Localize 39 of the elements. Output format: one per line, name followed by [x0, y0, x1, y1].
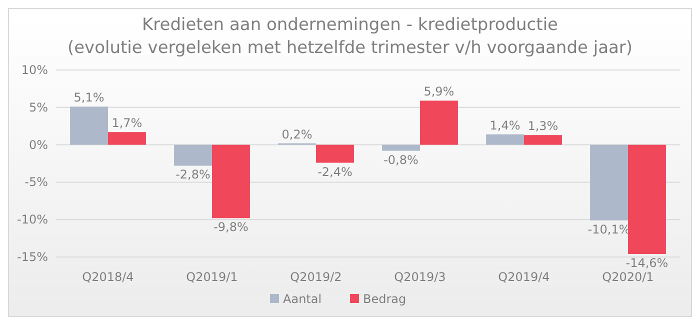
chart-subtitle: (evolutie vergeleken met hetzelfde trimester v/h voorgaande jaar) — [67, 38, 633, 58]
bar — [382, 144, 420, 151]
bar — [174, 144, 212, 166]
data-label: 1,3% — [528, 119, 558, 134]
chart-title: Kredieten aan ondernemingen - kredietproductie — [142, 15, 558, 35]
data-label: 0,2% — [282, 127, 312, 142]
y-tick-label: 10% — [21, 63, 48, 77]
x-tick-label: Q2019/2 — [290, 270, 342, 284]
bar — [628, 144, 666, 254]
x-tick-label: Q2019/3 — [394, 270, 446, 284]
y-tick-label: -10% — [16, 212, 48, 227]
y-tick-label: -15% — [16, 250, 48, 264]
legend-label: Aantal — [283, 292, 322, 306]
data-label: -2,8% — [176, 168, 210, 182]
data-label: -9,8% — [214, 220, 248, 234]
bar — [486, 134, 524, 145]
data-label: 5,9% — [424, 84, 454, 99]
bar — [590, 144, 628, 220]
legend-label: Bedrag — [363, 292, 406, 306]
data-label: -14,6% — [626, 256, 668, 270]
bar — [212, 144, 250, 218]
data-label: -10,1% — [588, 222, 630, 236]
x-tick-label: Q2020/1 — [602, 270, 654, 284]
bar — [108, 132, 146, 145]
y-tick-label: -5% — [24, 175, 48, 190]
data-label: -2,4% — [318, 164, 352, 179]
bar — [316, 144, 354, 163]
y-tick-label: 5% — [28, 100, 48, 114]
data-label: 5,1% — [74, 90, 104, 105]
data-label: 1,4% — [490, 118, 520, 132]
bar — [524, 135, 562, 145]
x-tick-label: Q2019/1 — [186, 270, 238, 284]
bar — [420, 100, 458, 145]
bar — [70, 106, 108, 145]
data-label: -0,8% — [384, 152, 418, 167]
x-tick-label: Q2018/4 — [82, 270, 134, 284]
y-tick-label: 0% — [28, 138, 48, 152]
data-label: 1,7% — [112, 116, 142, 130]
x-tick-label: Q2019/4 — [498, 270, 550, 284]
